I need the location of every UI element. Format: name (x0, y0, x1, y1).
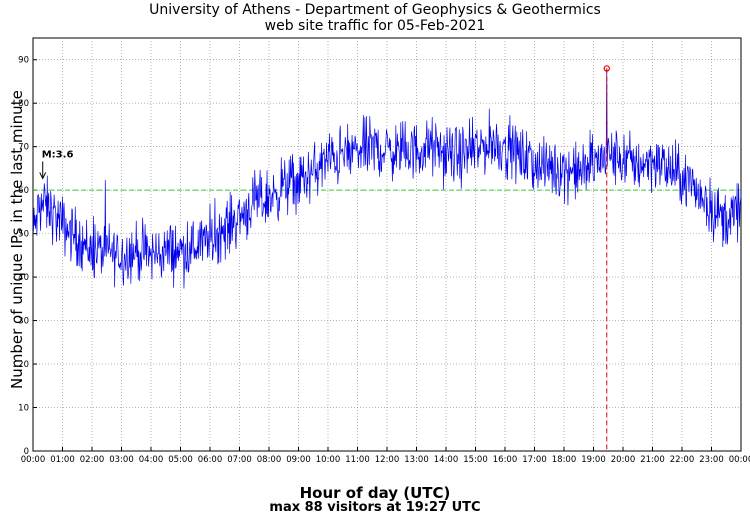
y-tick-label: 30 (18, 317, 29, 327)
y-tick-label: 20 (18, 360, 29, 370)
max-visitors-caption: max 88 visitors at 19:27 UTC (269, 500, 481, 515)
x-tick-label: 22:00 (670, 455, 695, 465)
x-tick-label: 11:00 (345, 455, 370, 465)
y-tick-label: 10 (18, 404, 29, 414)
y-tick-label: 50 (18, 230, 29, 240)
x-tick-label: 10:00 (316, 455, 341, 465)
chart-subtitle: web site traffic for 05-Feb-2021 (264, 18, 486, 34)
max-point-marker (603, 65, 610, 72)
x-tick-label: 14:00 (434, 455, 459, 465)
y-tick-label: 90 (18, 56, 29, 66)
chart-title: University of Athens - Department of Geo… (149, 2, 601, 18)
x-tick-label: 19:00 (581, 455, 606, 465)
x-tick-label: 04:00 (139, 455, 164, 465)
x-tick-label: 00:00 (729, 455, 750, 465)
x-tick-label: 13:00 (404, 455, 429, 465)
x-tick-label: 09:00 (286, 455, 311, 465)
x-tick-label: 21:00 (640, 455, 665, 465)
x-tick-label: 02:00 (80, 455, 105, 465)
x-tick-label: 08:00 (257, 455, 282, 465)
x-tick-label: 12:00 (375, 455, 400, 465)
x-tick-label: 03:00 (109, 455, 134, 465)
x-tick-label: 06:00 (198, 455, 223, 465)
x-tick-label: 00:00 (21, 455, 46, 465)
x-tick-label: 05:00 (168, 455, 193, 465)
x-axis-label: Hour of day (UTC) (299, 484, 451, 502)
y-tick-label: 0 (24, 447, 29, 457)
y-tick-label: 80 (18, 99, 29, 109)
y-tick-label: 60 (18, 186, 29, 196)
x-tick-label: 23:00 (699, 455, 724, 465)
series-line (32, 68, 742, 289)
y-tick-label: 40 (18, 273, 29, 283)
plot-frame (32, 37, 742, 452)
x-tick-label: 17:00 (522, 455, 547, 465)
x-tick-label: 15:00 (463, 455, 488, 465)
x-tick-label: 07:00 (227, 455, 252, 465)
x-tick-label: 01:00 (50, 455, 75, 465)
y-tick-label: 70 (18, 143, 29, 153)
x-tick-label: 16:00 (493, 455, 518, 465)
x-tick-label: 18:00 (552, 455, 577, 465)
annotation-arrow-head (39, 172, 47, 180)
annotation-label: M:3.6 (42, 149, 74, 160)
x-tick-label: 20:00 (611, 455, 636, 465)
